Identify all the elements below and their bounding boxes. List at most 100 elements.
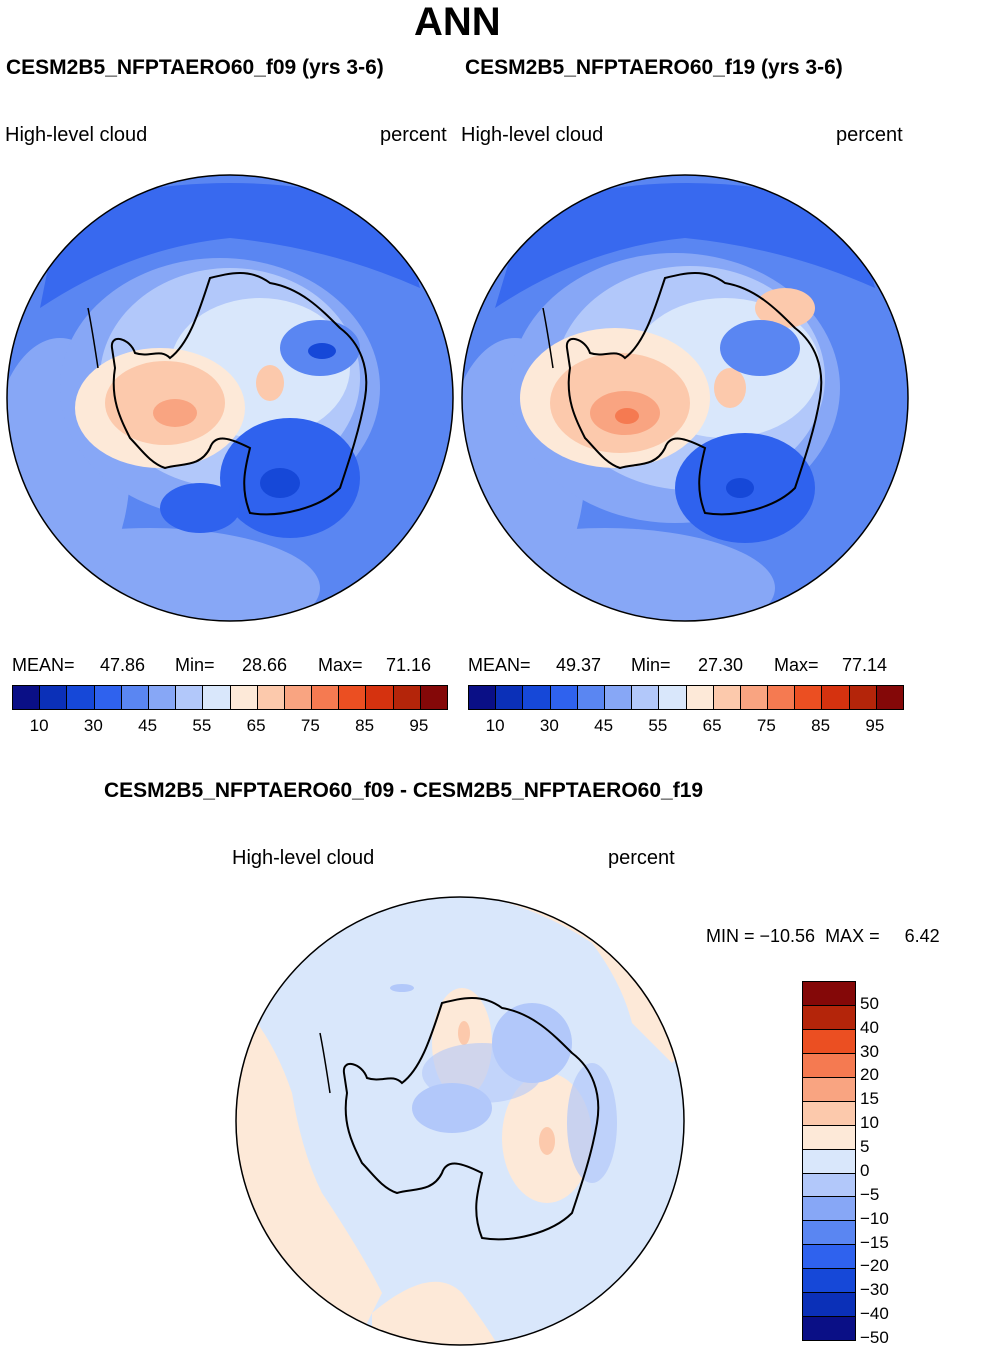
diff-variable-label: High-level cloud — [232, 847, 375, 869]
plot-title: ANN — [414, 0, 501, 44]
colorbar-swatch — [366, 686, 394, 709]
left-max-value: 71.16 — [386, 655, 432, 675]
colorbar-swatch — [822, 686, 850, 709]
right-units-label: percent — [836, 124, 903, 146]
colorbar-tick-label: 10 — [29, 716, 49, 735]
colorbar-tick-label: 40 — [860, 1017, 879, 1037]
diff-units-label: percent — [608, 847, 675, 869]
right-mean-label: MEAN= — [468, 655, 531, 675]
diff-minmax: MIN = −10.56 MAX = 6.42 — [706, 926, 940, 946]
antarctica-coastline — [565, 272, 823, 516]
left-min-label: Min= — [175, 655, 215, 675]
colorbar-tick-label: −15 — [860, 1232, 889, 1252]
colorbar-swatch — [803, 1101, 855, 1126]
colorbar-swatch — [550, 686, 578, 709]
colorbar-swatch — [803, 982, 855, 1006]
colorbar-swatch — [803, 1173, 855, 1198]
colorbar-swatch — [876, 686, 903, 709]
colorbar-swatch — [803, 1269, 855, 1294]
colorbar-tick-label: 45 — [594, 716, 614, 735]
colorbar-tick-label: 85 — [811, 716, 831, 735]
colorbar-swatch — [803, 1221, 855, 1246]
colorbar-tick-label: 45 — [138, 716, 158, 735]
left-min-value: 28.66 — [242, 655, 288, 675]
colorbar-tick-label: 55 — [648, 716, 668, 735]
right-colorbar — [468, 685, 904, 710]
colorbar-swatch — [803, 1197, 855, 1222]
colorbar-swatch — [94, 686, 122, 709]
colorbar-swatch — [40, 686, 68, 709]
right-polar-map — [461, 174, 909, 622]
colorbar-swatch — [312, 686, 340, 709]
colorbar-tick-label: 10 — [860, 1113, 879, 1133]
colorbar-swatch — [803, 1053, 855, 1078]
map-border — [6, 174, 454, 622]
colorbar-swatch — [176, 686, 204, 709]
colorbar-swatch — [604, 686, 633, 709]
colorbar-tick-label: 15 — [860, 1089, 879, 1109]
colorbar-tick-label: 95 — [409, 716, 429, 735]
left-max-label: Max= — [318, 655, 363, 675]
antarctica-coastline — [110, 272, 368, 516]
colorbar-swatch — [803, 1077, 855, 1102]
colorbar-swatch — [632, 686, 660, 709]
colorbar-swatch — [768, 686, 796, 709]
colorbar-swatch — [523, 686, 551, 709]
colorbar-tick-label: 10 — [485, 716, 505, 735]
right-min-value: 27.30 — [698, 655, 744, 675]
colorbar-swatch — [659, 686, 687, 709]
colorbar-swatch — [803, 1317, 855, 1341]
map-border — [461, 174, 909, 622]
colorbar-swatch — [13, 686, 41, 709]
right-variable-label: High-level cloud — [461, 124, 604, 146]
colorbar-tick-label: 65 — [246, 716, 266, 735]
left-colorbar — [12, 685, 448, 710]
left-polar-map — [6, 174, 454, 622]
colorbar-tick-label: 30 — [860, 1041, 879, 1061]
colorbar-tick-label: 30 — [83, 716, 103, 735]
left-mean-value: 47.86 — [100, 655, 146, 675]
colorbar-swatch — [686, 686, 714, 709]
colorbar-swatch — [496, 686, 524, 709]
colorbar-swatch — [803, 1125, 855, 1150]
colorbar-swatch — [849, 686, 877, 709]
colorbar-tick-label: 95 — [865, 716, 885, 735]
right-mean-value: 49.37 — [556, 655, 602, 675]
colorbar-swatch — [803, 1029, 855, 1054]
colorbar-tick-label: 85 — [355, 716, 375, 735]
colorbar-swatch — [121, 686, 149, 709]
left-mean-label: MEAN= — [12, 655, 75, 675]
colorbar-tick-label: −40 — [860, 1304, 889, 1324]
colorbar-tick-label: −30 — [860, 1280, 889, 1300]
colorbar-swatch — [740, 686, 769, 709]
map-border — [235, 896, 685, 1346]
colorbar-tick-label: 0 — [860, 1160, 870, 1180]
colorbar-swatch — [203, 686, 231, 709]
diff-polar-map — [235, 896, 685, 1346]
colorbar-swatch — [339, 686, 367, 709]
colorbar-tick-label: −5 — [860, 1184, 880, 1204]
antarctica-coastline — [342, 997, 600, 1241]
colorbar-tick-label: −10 — [860, 1208, 889, 1228]
colorbar-swatch — [713, 686, 741, 709]
colorbar-tick-label: 5 — [860, 1137, 870, 1157]
right-min-label: Min= — [631, 655, 671, 675]
colorbar-tick-label: −20 — [860, 1256, 889, 1276]
right-max-label: Max= — [774, 655, 819, 675]
colorbar-swatch — [803, 1149, 855, 1174]
colorbar-tick-label: 55 — [192, 716, 212, 735]
colorbar-tick-label: −50 — [860, 1328, 889, 1347]
colorbar-swatch — [148, 686, 177, 709]
colorbar-swatch — [577, 686, 605, 709]
colorbar-swatch — [420, 686, 447, 709]
colorbar-swatch — [803, 1245, 855, 1270]
colorbar-swatch — [67, 686, 95, 709]
diff-colorbar — [802, 981, 856, 1341]
colorbar-swatch — [795, 686, 823, 709]
left-variable-label: High-level cloud — [5, 124, 148, 146]
diff-case-title: CESM2B5_NFPTAERO60_f09 - CESM2B5_NFPTAER… — [104, 779, 704, 802]
colorbar-swatch — [230, 686, 258, 709]
left-case-title: CESM2B5_NFPTAERO60_f09 (yrs 3-6) — [6, 56, 384, 79]
colorbar-swatch — [469, 686, 497, 709]
colorbar-swatch — [393, 686, 421, 709]
